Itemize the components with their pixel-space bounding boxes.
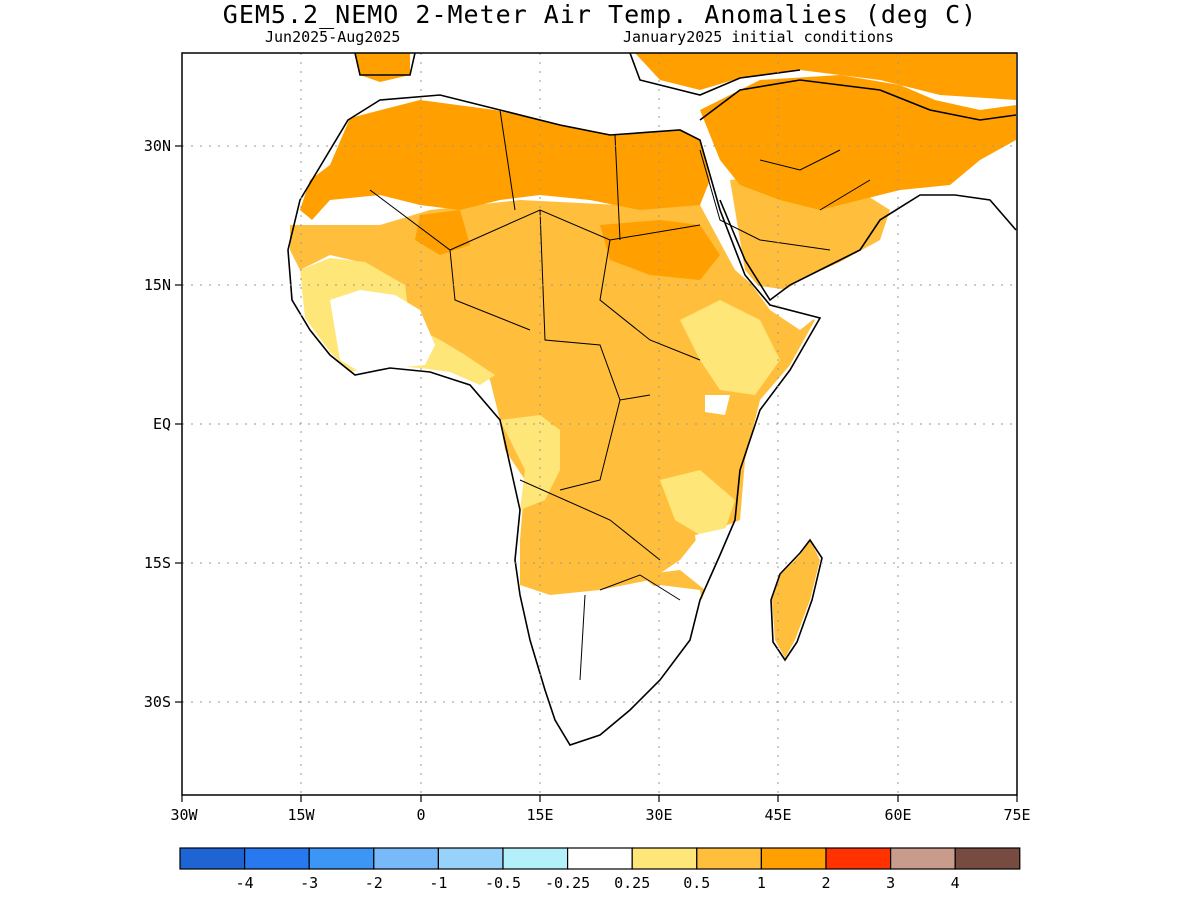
colorbar-label: -4 <box>236 874 254 892</box>
colorbar-label: -3 <box>300 874 318 892</box>
lon-label-30e: 30E <box>645 806 672 824</box>
lon-label-75e: 75E <box>1003 806 1030 824</box>
colorbar-label: -0.25 <box>545 874 590 892</box>
colorbar-label: 2 <box>821 874 830 892</box>
anomaly-1-2-north-strip <box>355 53 410 82</box>
colorbar-swatch <box>889 847 956 870</box>
lon-label-15w: 15W <box>287 806 315 824</box>
lat-label-15s: 15S <box>144 554 171 572</box>
colorbar-label: -2 <box>365 874 383 892</box>
lat-label-30n: 30N <box>144 137 171 155</box>
anomaly-0p5-1-arabia-south <box>730 175 890 300</box>
lat-label-15n: 15N <box>144 276 171 294</box>
madagascar-coastline <box>770 538 823 662</box>
anomaly-1-2-sudan <box>600 220 720 280</box>
colorbar-swatch <box>244 847 310 870</box>
colorbar-label: 0.25 <box>614 874 650 892</box>
anomaly-0p25-0p5-east <box>680 300 780 395</box>
anomaly-neutral-mozambique <box>695 525 745 580</box>
anomaly-1-2-arabia <box>700 75 1016 210</box>
lon-label-60e: 60E <box>884 806 911 824</box>
anomaly-1-2-mediterranean-north <box>635 53 1016 100</box>
lat-label-eq: EQ <box>153 415 171 433</box>
map-fill-layer <box>288 53 1016 745</box>
colorbar-swatch <box>437 847 504 870</box>
border-lines <box>369 109 871 681</box>
colorbar-label: 4 <box>951 874 960 892</box>
anomaly-neutral-lake-victoria <box>705 395 730 415</box>
anomaly-neutral-southern-africa <box>520 585 705 745</box>
colorbar-swatch <box>696 847 762 870</box>
anomaly-1-2-sahara <box>300 100 710 220</box>
lon-label-0: 0 <box>416 806 425 824</box>
anomaly-1-2-mali <box>415 210 470 255</box>
anomaly-0p25-0p5-southeast <box>660 470 735 535</box>
anomaly-0p5-1-madagascar <box>772 540 820 658</box>
grid-lines <box>182 53 1017 795</box>
coastlines <box>287 53 1017 746</box>
axis-ticks <box>175 145 1018 802</box>
lon-label-15e: 15E <box>526 806 553 824</box>
country-borders <box>369 109 871 681</box>
anomaly-neutral-west-africa <box>330 290 435 372</box>
colorbar-label: 0.5 <box>683 874 710 892</box>
colorbar-swatch <box>373 847 439 870</box>
colorbar-swatch <box>179 847 246 870</box>
colorbar-labels: -4 -3 -2 -1 -0.5 -0.25 0.25 0.5 1 2 3 4 <box>236 874 960 892</box>
colorbar-swatch <box>308 847 375 870</box>
colorbar-swatch <box>760 847 827 870</box>
colorbar-swatch <box>954 847 1021 870</box>
africa-coastline <box>287 94 822 746</box>
colorbar-label: 3 <box>886 874 895 892</box>
map-title: GEM5.2_NEMO 2-Meter Air Temp. Anomalies … <box>222 0 978 29</box>
colorbar-label: -1 <box>429 874 447 892</box>
lat-tick-labels: 30N 15N EQ 15S 30S <box>144 137 171 711</box>
colorbar-label: 1 <box>757 874 766 892</box>
colorbar-swatch <box>825 847 892 870</box>
colorbar <box>179 847 1021 870</box>
colorbar-swatch <box>502 847 569 870</box>
europe-coastline <box>354 53 801 96</box>
anomaly-neutral-europe-strip <box>410 53 700 135</box>
anomaly-0p25-0p5-central <box>500 415 560 510</box>
arabia-coastline <box>699 79 1017 302</box>
lon-tick-labels: 30W 15W 0 15E 30E 45E 60E 75E <box>170 806 1030 824</box>
colorbar-swatch <box>631 847 698 870</box>
colorbar-swatch <box>566 847 633 870</box>
initial-conditions: January2025 initial conditions <box>623 28 894 46</box>
colorbar-label: -0.5 <box>485 874 521 892</box>
lon-label-30w: 30W <box>170 806 198 824</box>
lat-label-30s: 30S <box>144 693 171 711</box>
forecast-period: Jun2025-Aug2025 <box>265 28 401 46</box>
lon-label-45e: 45E <box>764 806 791 824</box>
